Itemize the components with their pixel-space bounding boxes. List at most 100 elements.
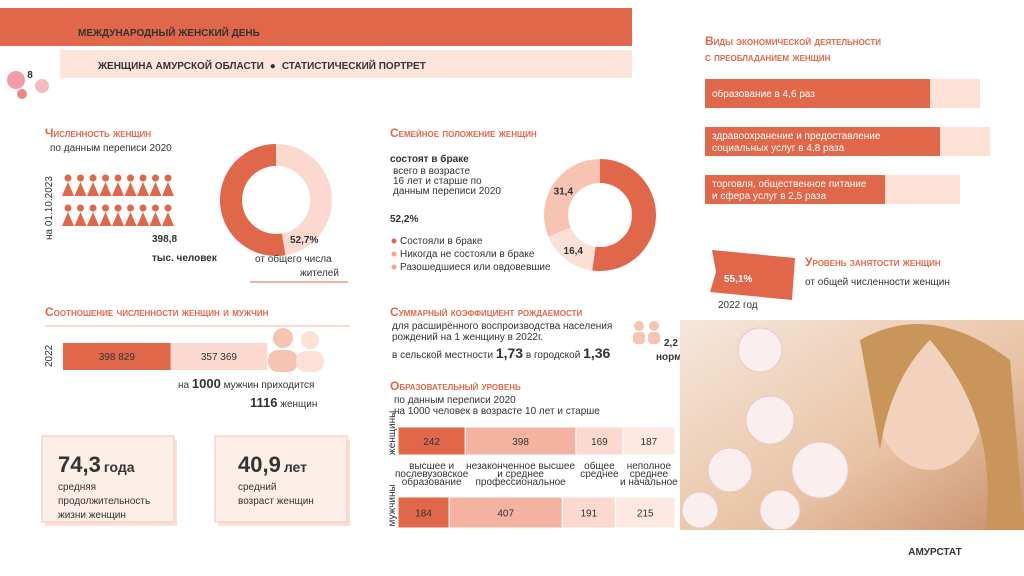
fertility-value: 1,73 (496, 345, 523, 361)
woman-icon (162, 212, 174, 226)
category-label: высшее и (409, 461, 454, 472)
legend-dot (391, 251, 397, 257)
woman-icon (112, 212, 124, 226)
woman-icon (137, 182, 149, 196)
woman-icon (162, 182, 174, 196)
woman-icon (124, 212, 137, 226)
category-label: и начальное (620, 477, 678, 488)
woman-icon (99, 182, 112, 196)
category-label: образование (402, 476, 462, 488)
woman-icon (64, 174, 72, 182)
marital-value: 52,2% (390, 214, 418, 225)
education-value: 242 (423, 437, 440, 448)
card-value: 40,9 лет (238, 452, 307, 477)
category-label: и среднее (497, 469, 544, 480)
note: рождений на 1 женщину в 2022г. (392, 332, 543, 343)
card-text: продолжительность (58, 496, 150, 507)
flower (35, 79, 49, 93)
flowers (681, 327, 849, 531)
donut-segment (220, 144, 286, 256)
legend-dot (391, 238, 397, 244)
woman-icon (87, 182, 99, 196)
donut-segment (592, 159, 656, 271)
category-label: послевузовское (395, 469, 469, 480)
woman-icon (77, 174, 84, 182)
woman-icon (164, 174, 172, 182)
education-segment (561, 496, 616, 529)
ribbon (710, 250, 795, 300)
women-icons (62, 174, 174, 226)
card-text: возраст женщин (238, 496, 314, 507)
education-value: 191 (581, 509, 598, 520)
bullet: ● (270, 61, 276, 72)
ratio-number: 1000 (192, 376, 221, 391)
note: всего в возрасте (393, 166, 470, 177)
card-value: 74,3 года (58, 452, 135, 477)
bar-label: торговля, общественное питание (712, 178, 867, 190)
ratio-bar: 398 829 357 369 (63, 343, 268, 370)
bar-label: здравоохранение и предоставление (712, 131, 881, 142)
education-segment (464, 426, 577, 456)
ratio-text-part: мужчин приходится (224, 380, 315, 391)
ratio-text-part: женщин (280, 399, 317, 410)
education-value: 187 (641, 437, 658, 448)
employment-value: 55,1% (724, 274, 752, 285)
section-title: Виды экономической деятельности (705, 34, 881, 48)
category-label: неполное (627, 461, 672, 472)
section-title: Суммарный коэффициент рождаемости (390, 305, 582, 319)
ratio-label: 398 829 (99, 352, 136, 363)
donut-segment (548, 226, 597, 271)
woman-icon (102, 174, 109, 182)
note: данным переписи 2020 (393, 186, 501, 197)
woman-icon (127, 204, 134, 212)
legend-label: Разошедшиеся или овдовевшие (400, 262, 551, 273)
category-label: среднее (580, 469, 619, 480)
child-icon (649, 321, 659, 331)
education-segment (397, 426, 466, 456)
woman-icon (74, 182, 87, 196)
donut-label: 31,4 (554, 187, 574, 198)
logo-eight: 8 (27, 70, 33, 81)
share-text: жителей (300, 268, 339, 279)
education-value: 407 (497, 509, 514, 520)
woman-icon (112, 182, 124, 196)
population-value: 398,8 (152, 234, 177, 245)
woman-icon (149, 182, 162, 196)
card-unit: лет (284, 459, 307, 475)
share-value: 52,7% (290, 235, 318, 246)
note: для расширенного воспроизводства населен… (392, 321, 612, 332)
subtitle-left: ЖЕНЩИНА АМУРСКОЙ ОБЛАСТИ (97, 59, 264, 72)
person-icon (268, 350, 298, 372)
person-icon (301, 331, 319, 349)
woman-icon (77, 204, 84, 212)
ratio-segment (170, 343, 268, 370)
legend-label: Никогда не состояли в браке (400, 248, 535, 260)
share-text: от общего числа (255, 253, 332, 265)
bar (705, 79, 930, 108)
fertility-label: в сельской местности (392, 350, 493, 361)
date: на 01.10.2023 (44, 176, 55, 240)
bar (705, 175, 885, 204)
ratio-segment (63, 343, 171, 370)
woman-icon (89, 174, 97, 182)
category-label: незаконченное высшее (466, 461, 575, 472)
donut-segment (544, 159, 601, 237)
category-label: профессиональное (475, 476, 566, 488)
brand: АМУРСТАТ (908, 547, 961, 558)
fertility-value: 1,36 (583, 345, 610, 361)
ratio-number: 1116 (250, 395, 278, 410)
fertility-line: в сельской местности 1,73 в городской 1,… (392, 345, 611, 361)
norm-label: норма (656, 352, 687, 363)
woman-icon (62, 212, 74, 226)
note: по данным переписи 2020 (50, 143, 172, 154)
ratio-text: на 1000 мужчин приходится (178, 376, 314, 391)
woman-icon (164, 204, 172, 212)
note: по данным переписи 2020 (394, 395, 516, 406)
ratio-year: 2022 (44, 344, 55, 367)
section-title: Численность женщин (45, 126, 151, 140)
woman-icon (149, 212, 162, 226)
woman-icon (64, 204, 72, 212)
card-text: средний (238, 482, 276, 493)
woman-icon (137, 212, 149, 226)
